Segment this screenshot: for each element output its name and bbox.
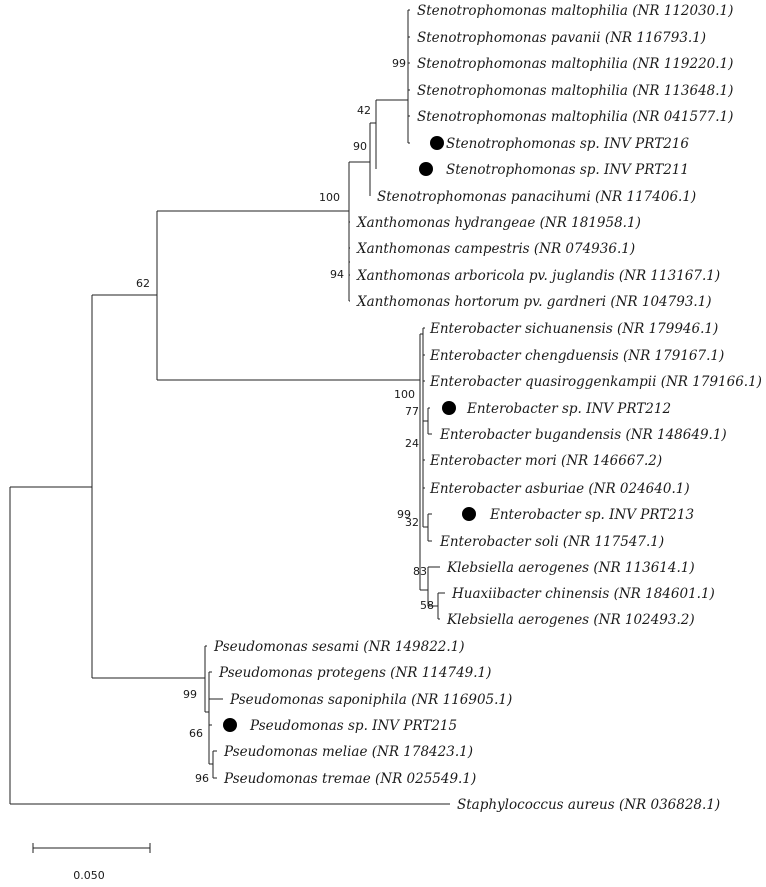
bootstrap-value: 94 (330, 268, 344, 281)
leaf-label: Pseudomonas saponiphila (NR 116905.1) (229, 692, 512, 708)
tree-branches (9, 9, 450, 805)
bootstrap-value: 99 (183, 688, 197, 701)
leaf-label: Stenotrophomonas pavanii (NR 116793.1) (417, 30, 706, 46)
leaf-label: Pseudomonas meliae (NR 178423.1) (223, 744, 473, 760)
bootstrap-value: 77 (405, 405, 419, 418)
bootstrap-value: 32 (405, 516, 419, 529)
leaf-label: Enterobacter mori (NR 146667.2) (429, 453, 662, 469)
isolate-marker-icon (462, 507, 476, 521)
leaf-label: Enterobacter soli (NR 117547.1) (439, 534, 664, 550)
leaf-label: Enterobacter asburiae (NR 024640.1) (429, 481, 690, 497)
leaf-label: Enterobacter chengduensis (NR 179167.1) (429, 348, 724, 364)
leaf-label: Huaxiibacter chinensis (NR 184601.1) (451, 586, 715, 602)
bootstrap-value: 99 (392, 57, 406, 70)
leaf-label: Stenotrophomonas panacihumi (NR 117406.1… (377, 189, 696, 205)
leaf-label: Pseudomonas sp. INV PRT215 (249, 718, 457, 734)
leaf-label: Enterobacter sichuanensis (NR 179946.1) (429, 321, 718, 337)
leaf-label: Xanthomonas arboricola pv. juglandis (NR… (356, 268, 720, 284)
bootstrap-value: 83 (413, 565, 427, 578)
bootstrap-value: 42 (357, 104, 371, 117)
leaf-label: Klebsiella aerogenes (NR 113614.1) (446, 560, 695, 576)
bootstrap-value: 99 (397, 508, 411, 521)
bootstrap-value: 58 (420, 599, 434, 612)
isolate-marker-icon (223, 718, 237, 732)
leaf-labels: Stenotrophomonas maltophilia (NR 112030.… (213, 3, 762, 813)
leaf-label: Enterobacter bugandensis (NR 148649.1) (439, 427, 727, 443)
leaf-label: Stenotrophomonas maltophilia (NR 119220.… (417, 56, 733, 72)
leaf-label: Stenotrophomonas maltophilia (NR 041577.… (417, 109, 733, 125)
bootstrap-value: 96 (195, 772, 209, 785)
leaf-label: Pseudomonas sesami (NR 149822.1) (213, 639, 465, 655)
leaf-label: Pseudomonas tremae (NR 025549.1) (223, 771, 476, 787)
scale-bar: 0.050 (32, 843, 151, 882)
leaf-label: Enterobacter sp. INV PRT212 (466, 401, 671, 417)
bootstrap-value: 24 (405, 437, 419, 450)
bootstrap-value: 62 (136, 277, 150, 290)
isolate-marker-icon (430, 136, 444, 150)
isolate-marker-icon (419, 162, 433, 176)
leaf-label: Pseudomonas protegens (NR 114749.1) (218, 665, 491, 681)
leaf-label: Xanthomonas campestris (NR 074936.1) (356, 241, 635, 257)
bootstrap-value: 66 (189, 727, 203, 740)
scale-bar-label: 0.050 (73, 869, 105, 882)
leaf-label: Stenotrophomonas maltophilia (NR 113648.… (417, 83, 733, 99)
bootstrap-value: 100 (319, 191, 340, 204)
bootstrap-value: 90 (353, 140, 367, 153)
leaf-label: Enterobacter quasiroggenkampii (NR 17916… (429, 374, 762, 390)
leaf-label: Stenotrophomonas sp. INV PRT216 (446, 136, 689, 152)
leaf-label: Xanthomonas hortorum pv. gardneri (NR 10… (356, 294, 712, 310)
isolate-markers (223, 136, 476, 732)
leaf-label: Staphylococcus aureus (NR 036828.1) (457, 797, 720, 813)
leaf-label: Xanthomonas hydrangeae (NR 181958.1) (356, 215, 641, 231)
bootstrap-value: 100 (394, 388, 415, 401)
leaf-label: Klebsiella aerogenes (NR 102493.2) (446, 612, 695, 628)
leaf-label: Stenotrophomonas sp. INV PRT211 (446, 162, 689, 178)
isolate-marker-icon (442, 401, 456, 415)
leaf-label: Enterobacter sp. INV PRT213 (489, 507, 694, 523)
leaf-label: Stenotrophomonas maltophilia (NR 112030.… (417, 3, 733, 19)
